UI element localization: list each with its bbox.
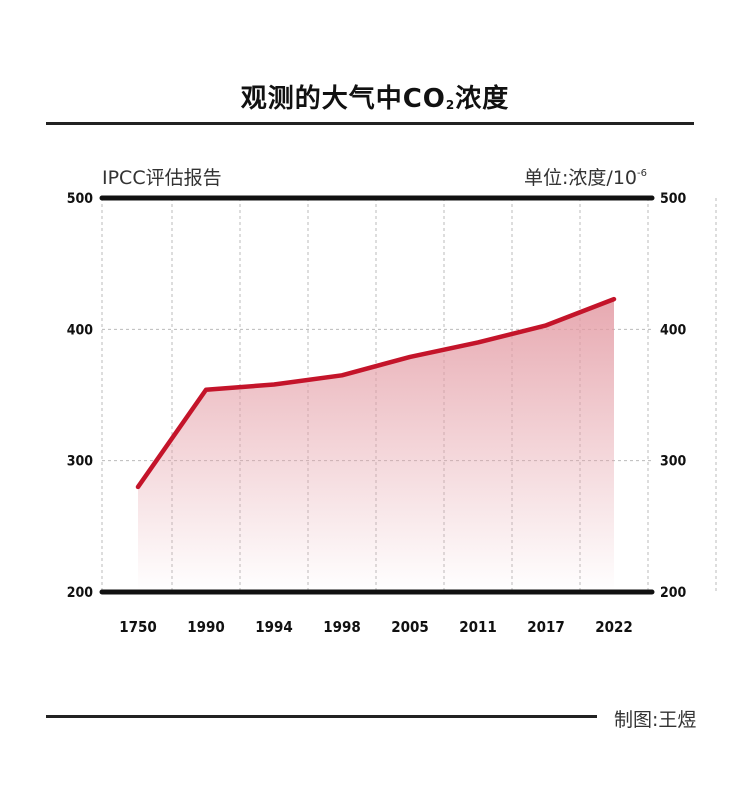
x-tick-2011: 2011 <box>459 618 497 636</box>
x-tick-1750: 1750 <box>119 618 157 636</box>
title-main: 观测的大气中CO <box>240 84 446 114</box>
bottom-rule <box>46 715 597 718</box>
y-tick-left-300: 300 <box>67 454 94 470</box>
y-tick-left-400: 400 <box>67 322 94 338</box>
unit-exponent: -6 <box>637 168 647 179</box>
y-tick-right-400: 400 <box>660 322 687 338</box>
series-line <box>135 296 617 490</box>
y-tick-right-200: 200 <box>660 585 687 601</box>
y-tick-left-500: 500 <box>67 191 94 207</box>
source-label: IPCC评估报告 <box>102 167 222 189</box>
chart-title: 观测的大气中CO2浓度 <box>0 78 750 115</box>
unit-text: 单位:浓度/10 <box>524 167 638 189</box>
y-tick-right-500: 500 <box>660 191 687 207</box>
x-tick-2017: 2017 <box>527 618 565 636</box>
axis-lines <box>99 195 655 595</box>
credit-label: 制图:王煜 <box>614 709 697 731</box>
series-area <box>138 299 614 592</box>
x-tick-2005: 2005 <box>391 618 429 636</box>
x-tick-2022: 2022 <box>595 618 633 636</box>
y-tick-right-300: 300 <box>660 454 687 470</box>
unit-label: 单位:浓度/10-6 <box>524 163 647 190</box>
title-end: 浓度 <box>455 84 510 114</box>
x-tick-1990: 1990 <box>187 618 225 636</box>
top-rule <box>46 122 694 125</box>
x-tick-1998: 1998 <box>323 618 361 636</box>
x-tick-1994: 1994 <box>255 618 293 636</box>
y-tick-left-200: 200 <box>67 585 94 601</box>
title-subscript: 2 <box>445 98 456 112</box>
tick-labels: 200 200 300 300 400 400 500 500 1750 1990 1994 1998… <box>67 191 687 636</box>
